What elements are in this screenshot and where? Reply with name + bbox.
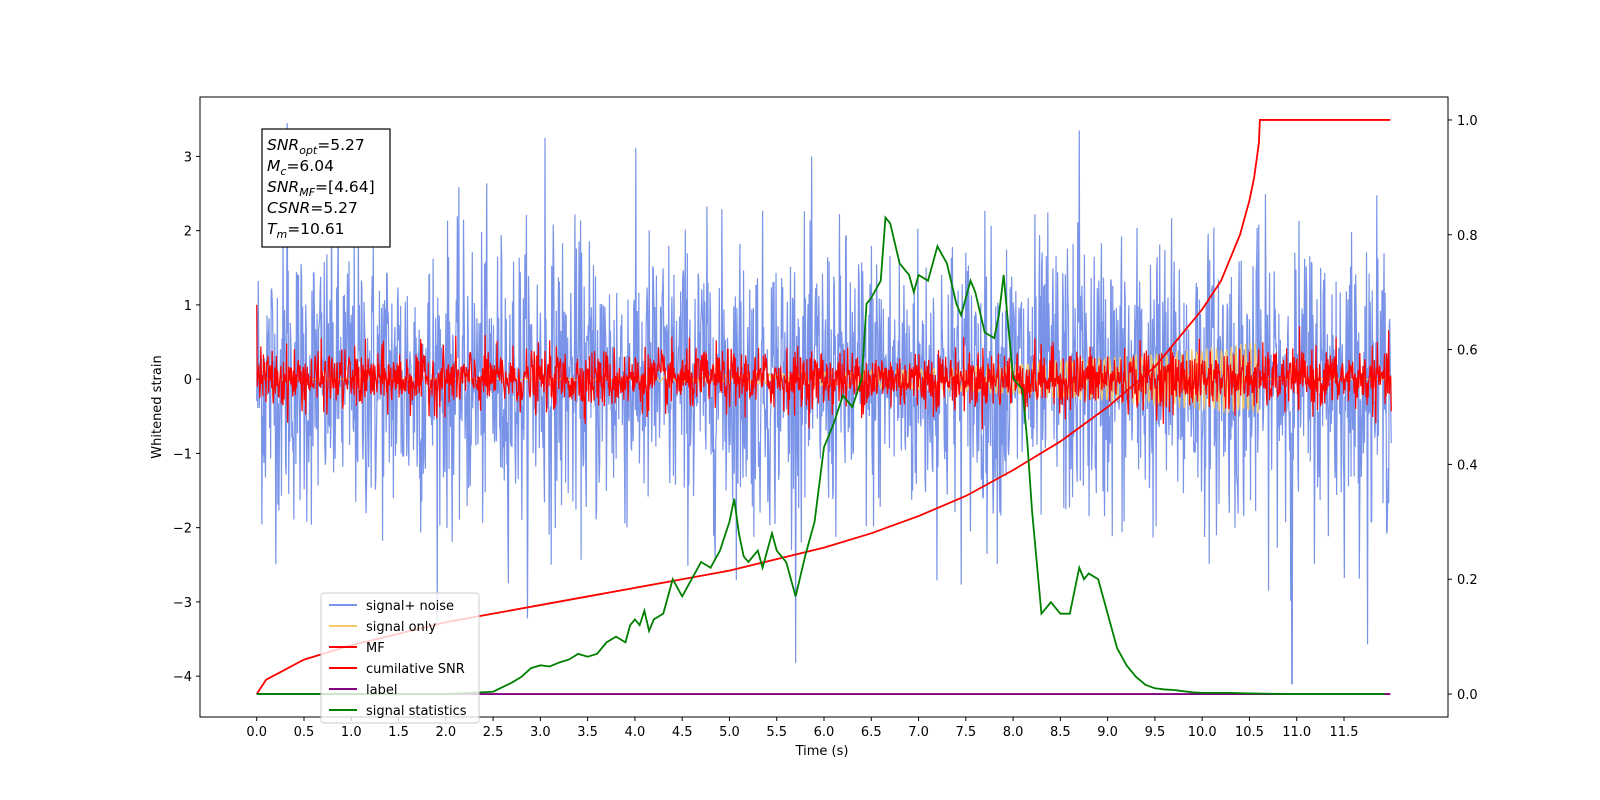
y-tick-label: 0: [184, 373, 192, 388]
x-tick-label: 8.0: [1003, 725, 1024, 740]
x-tick-label: 10.0: [1188, 725, 1217, 740]
annotation-value: =10.61: [287, 220, 344, 238]
annotation-value: =5.27: [310, 199, 358, 217]
y-tick-label: −1: [173, 447, 192, 462]
annotation-value: =6.04: [286, 157, 334, 175]
x-tick-label: 10.5: [1235, 725, 1264, 740]
legend-label: signal only: [366, 620, 436, 635]
x-tick-label: 7.5: [955, 725, 976, 740]
x-tick-label: 0.5: [294, 725, 315, 740]
x-tick-label: 0.0: [246, 725, 267, 740]
x-tick-label: 6.5: [861, 725, 882, 740]
annotation-subscript: c: [280, 165, 286, 178]
stats-annotation-box: SNRopt=5.27Mc=6.04SNRMF=[4.64]CSNR=5.27T…: [261, 128, 391, 248]
annotation-line: SNRopt=5.27: [267, 136, 365, 157]
x-tick-label: 2.5: [483, 725, 504, 740]
annotation-value: =5.27: [317, 136, 365, 154]
annotation-frame: [261, 128, 391, 248]
y-tick-label: 2: [184, 225, 192, 240]
annotation-line: Tm=10.61: [267, 220, 345, 241]
x-tick-label: 8.5: [1050, 725, 1071, 740]
annotation-symbol: T: [267, 220, 278, 238]
annotation-subscript: opt: [299, 144, 318, 157]
y-axis-left: 3 2 1 0 −1 −2 −3 −4: [173, 150, 200, 685]
series-signal-statistics: [256, 215, 1385, 695]
x-tick-label: 6.0: [814, 725, 835, 740]
legend-label: label: [366, 683, 397, 698]
annotation-symbol: CSNR: [267, 199, 310, 217]
legend-label: cumilative SNR: [366, 662, 465, 677]
x-tick-label: 11.5: [1330, 725, 1359, 740]
x-tick-label: 7.0: [908, 725, 929, 740]
x-tick-label: 9.0: [1097, 725, 1118, 740]
x-tick-label: 4.0: [625, 725, 646, 740]
annotation-line: SNRMF=[4.64]: [267, 178, 375, 199]
y2-tick-label: 0.6: [1457, 344, 1478, 359]
x-tick-label: 3.5: [577, 725, 598, 740]
y-tick-label: 3: [184, 150, 192, 165]
x-tick-label: 1.0: [341, 725, 362, 740]
x-tick-label: 5.0: [719, 725, 740, 740]
x-tick-label: 1.5: [388, 725, 409, 740]
legend-frame: [320, 592, 480, 724]
y2-tick-label: 0.0: [1457, 688, 1478, 703]
x-axis: 0.0 0.5 1.0 1.5 2.0 2.5 3.0 3.5 4.0 4.5 5.0 5.5 6.0 6…: [246, 717, 1358, 740]
y-tick-label: −3: [173, 596, 192, 611]
y-tick-label: −4: [173, 670, 192, 685]
y-axis-label: Whitened strain: [150, 355, 165, 458]
annotation-subscript: m: [276, 228, 287, 241]
annotation-line: Mc=6.04: [267, 157, 334, 178]
series-mf: [256, 304, 1392, 430]
annotation-line: CSNR=5.27: [267, 199, 358, 217]
annotation-value: =[4.64]: [315, 178, 375, 196]
x-tick-label: 3.0: [530, 725, 551, 740]
legend-label: MF: [366, 641, 385, 656]
y2-tick-label: 0.8: [1457, 229, 1478, 244]
y2-tick-label: 0.2: [1457, 573, 1478, 588]
x-tick-label: 2.0: [435, 725, 456, 740]
y2-tick-label: 1.0: [1457, 114, 1478, 129]
x-tick-label: 4.5: [672, 725, 693, 740]
x-tick-label: 5.5: [766, 725, 787, 740]
y-tick-label: −2: [173, 522, 192, 537]
series-signal-noise: [256, 122, 1392, 685]
x-tick-label: 9.5: [1145, 725, 1166, 740]
y-tick-label: 1: [184, 299, 192, 314]
legend: signal+ noise signal only MF cumilative SNR…: [320, 592, 480, 724]
y-axis-right: 1.0 0.8 0.6 0.4 0.2 0.0: [1448, 114, 1478, 703]
x-axis-label: Time (s): [795, 744, 849, 759]
legend-label: signal statistics: [366, 704, 467, 719]
y2-tick-label: 0.4: [1457, 458, 1478, 473]
x-tick-label: 11.0: [1282, 725, 1311, 740]
legend-label: signal+ noise: [366, 599, 454, 614]
annotation-symbol: M: [267, 157, 280, 175]
annotation-subscript: MF: [299, 186, 315, 199]
annotation-symbol: SNR: [267, 178, 299, 196]
annotation-symbol: SNR: [267, 136, 299, 154]
